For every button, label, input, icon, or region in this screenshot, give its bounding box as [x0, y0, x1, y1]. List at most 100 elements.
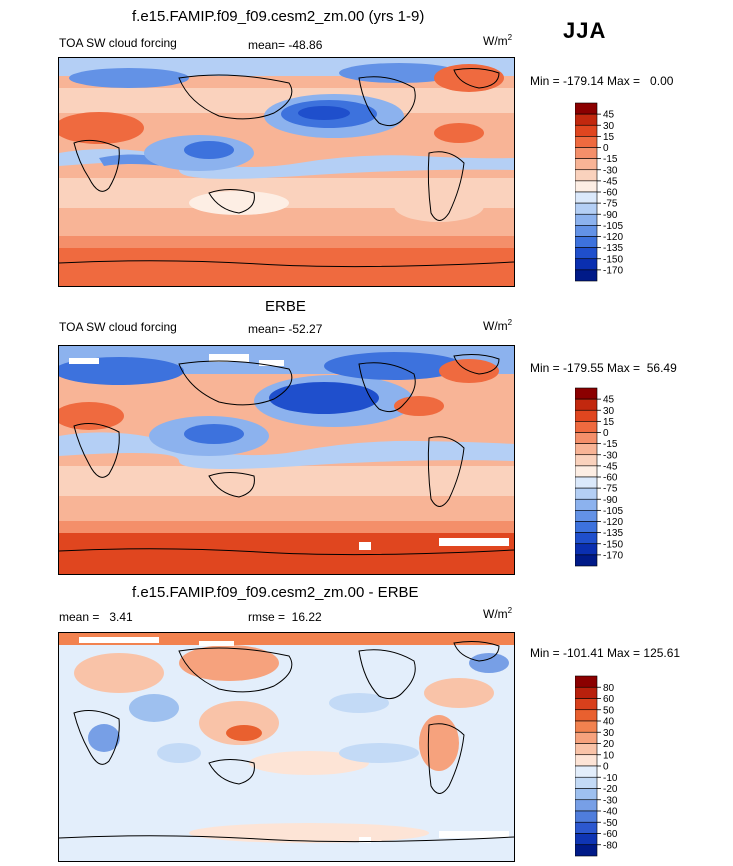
- colorbar-tick-label: 30: [603, 121, 615, 132]
- colorbar-swatch: [574, 686, 598, 699]
- colorbar-swatch: [574, 409, 598, 422]
- colorbar-swatch: [574, 124, 598, 137]
- colorbar-swatch: [574, 743, 598, 756]
- panel1-mean-label: mean= -48.86: [248, 38, 323, 52]
- colorbar-swatch: [574, 709, 598, 722]
- colorbar-tick-label: -170: [603, 265, 623, 276]
- colorbar-swatch: [574, 147, 598, 159]
- colorbar-tick-label: 10: [603, 750, 615, 761]
- panel1-variable-label: TOA SW cloud forcing: [59, 36, 177, 50]
- colorbar-swatch: [574, 387, 598, 400]
- colorbar-swatch: [574, 844, 598, 857]
- colorbar-tick-label: -30: [603, 795, 618, 806]
- colorbar-swatch: [574, 236, 598, 248]
- colorbar-tick-label: -105: [603, 506, 623, 517]
- panel1-minmax: Min = -179.14 Max = 0.00: [530, 74, 674, 88]
- panel2-units: W/m2: [483, 318, 513, 333]
- colorbar-tick-label: -120: [603, 517, 623, 528]
- panel1-units: W/m2: [483, 33, 513, 48]
- colorbar-swatch: [574, 698, 598, 711]
- colorbar-tick-label: -150: [603, 539, 623, 550]
- colorbar-tick-label: 45: [603, 395, 615, 406]
- colorbar-swatch: [574, 731, 598, 744]
- colorbar-swatch: [574, 776, 598, 789]
- colorbar-tick-label: 20: [603, 739, 615, 750]
- colorbar-swatch: [574, 443, 598, 456]
- panel3-minmax: Min = -101.41 Max = 125.61: [530, 646, 681, 660]
- colorbar-swatch: [574, 225, 598, 237]
- colorbar-tick-label: 0: [603, 762, 609, 773]
- colorbar-tick-label: -105: [603, 221, 623, 232]
- colorbar-swatch: [574, 821, 598, 834]
- colorbar-swatch: [574, 454, 598, 467]
- colorbar-tick-label: 15: [603, 417, 615, 428]
- colorbar-swatch: [574, 113, 598, 126]
- panel2-colorbar: 45 30 15 0 -15 -30 -45 -60 -75 -90 -105 -120 -135 -15…: [574, 387, 655, 567]
- colorbar-tick-label: -135: [603, 528, 623, 539]
- panel3-title: f.e15.FAMIP.f09_f09.cesm2_zm.00 - ERBE: [132, 584, 419, 601]
- colorbar-tick-label: 30: [603, 406, 615, 417]
- colorbar-tick-label: -60: [603, 473, 618, 484]
- colorbar-tick-label: 45: [603, 110, 615, 121]
- colorbar-swatch: [574, 158, 598, 171]
- colorbar-swatch: [574, 498, 598, 511]
- colorbar-tick-label: 30: [603, 728, 615, 739]
- colorbar-tick-label: -45: [603, 176, 618, 187]
- colorbar-tick-label: -120: [603, 232, 623, 243]
- colorbar-swatch: [574, 487, 598, 500]
- colorbar-swatch: [574, 180, 598, 193]
- colorbar-swatch: [574, 810, 598, 823]
- colorbar-tick-label: -45: [603, 461, 618, 472]
- colorbar-swatch: [574, 521, 598, 533]
- colorbar-tick-label: -150: [603, 254, 623, 265]
- colorbar-swatch: [574, 788, 598, 801]
- colorbar-tick-label: 15: [603, 132, 615, 143]
- colorbar-tick-label: -90: [603, 495, 618, 506]
- colorbar-swatch: [574, 675, 598, 688]
- colorbar-tick-label: 0: [603, 428, 609, 439]
- panel3-units: W/m2: [483, 606, 513, 621]
- colorbar-tick-label: -60: [603, 188, 618, 199]
- panel2-map: [58, 345, 515, 575]
- colorbar-tick-label: 50: [603, 705, 615, 716]
- colorbar-swatch: [574, 476, 598, 489]
- colorbar-tick-label: 80: [603, 683, 615, 694]
- colorbar-tick-label: -40: [603, 807, 618, 818]
- colorbar-tick-label: -75: [603, 199, 618, 210]
- colorbar-swatch: [574, 421, 598, 433]
- colorbar-swatch: [574, 554, 598, 567]
- colorbar-swatch: [574, 833, 598, 846]
- colorbar-swatch: [574, 510, 598, 522]
- colorbar-tick-label: -15: [603, 439, 618, 450]
- panel3-mean-label: mean = 3.41: [59, 610, 133, 624]
- colorbar-swatch: [574, 465, 598, 478]
- colorbar-tick-label: -80: [603, 840, 618, 851]
- colorbar-tick-label: -90: [603, 210, 618, 221]
- colorbar-swatch: [574, 102, 598, 115]
- colorbar-tick-label: -170: [603, 550, 623, 561]
- season-label: JJA: [563, 18, 607, 43]
- colorbar-tick-label: -20: [603, 784, 618, 795]
- colorbar-swatch: [574, 213, 598, 226]
- colorbar-swatch: [574, 269, 598, 282]
- colorbar-tick-label: -50: [603, 818, 618, 829]
- colorbar-tick-label: -60: [603, 829, 618, 840]
- panel1-colorbar: 45 30 15 0 -15 -30 -45 -60 -75 -90 -105 -120 -135 -15…: [574, 102, 655, 282]
- panel1-title: f.e15.FAMIP.f09_f09.cesm2_zm.00 (yrs 1-9…: [132, 8, 425, 25]
- colorbar-swatch: [574, 532, 598, 545]
- colorbar-swatch: [574, 799, 598, 812]
- colorbar-swatch: [574, 169, 598, 182]
- colorbar-swatch: [574, 398, 598, 411]
- colorbar-tick-label: -30: [603, 165, 618, 176]
- colorbar-tick-label: -135: [603, 243, 623, 254]
- colorbar-swatch: [574, 754, 598, 767]
- colorbar-tick-label: 60: [603, 694, 615, 705]
- colorbar-tick-label: -75: [603, 484, 618, 495]
- colorbar-swatch: [574, 202, 598, 215]
- panel1-map: [58, 57, 515, 287]
- colorbar-tick-label: -30: [603, 450, 618, 461]
- colorbar-tick-label: -10: [603, 773, 618, 784]
- colorbar-swatch: [574, 247, 598, 260]
- panel3-colorbar: 80 60 50 40 30 20 10 0 -10 -20 -30 -40 -50 -60 -80: [574, 675, 655, 857]
- colorbar-swatch: [574, 432, 598, 444]
